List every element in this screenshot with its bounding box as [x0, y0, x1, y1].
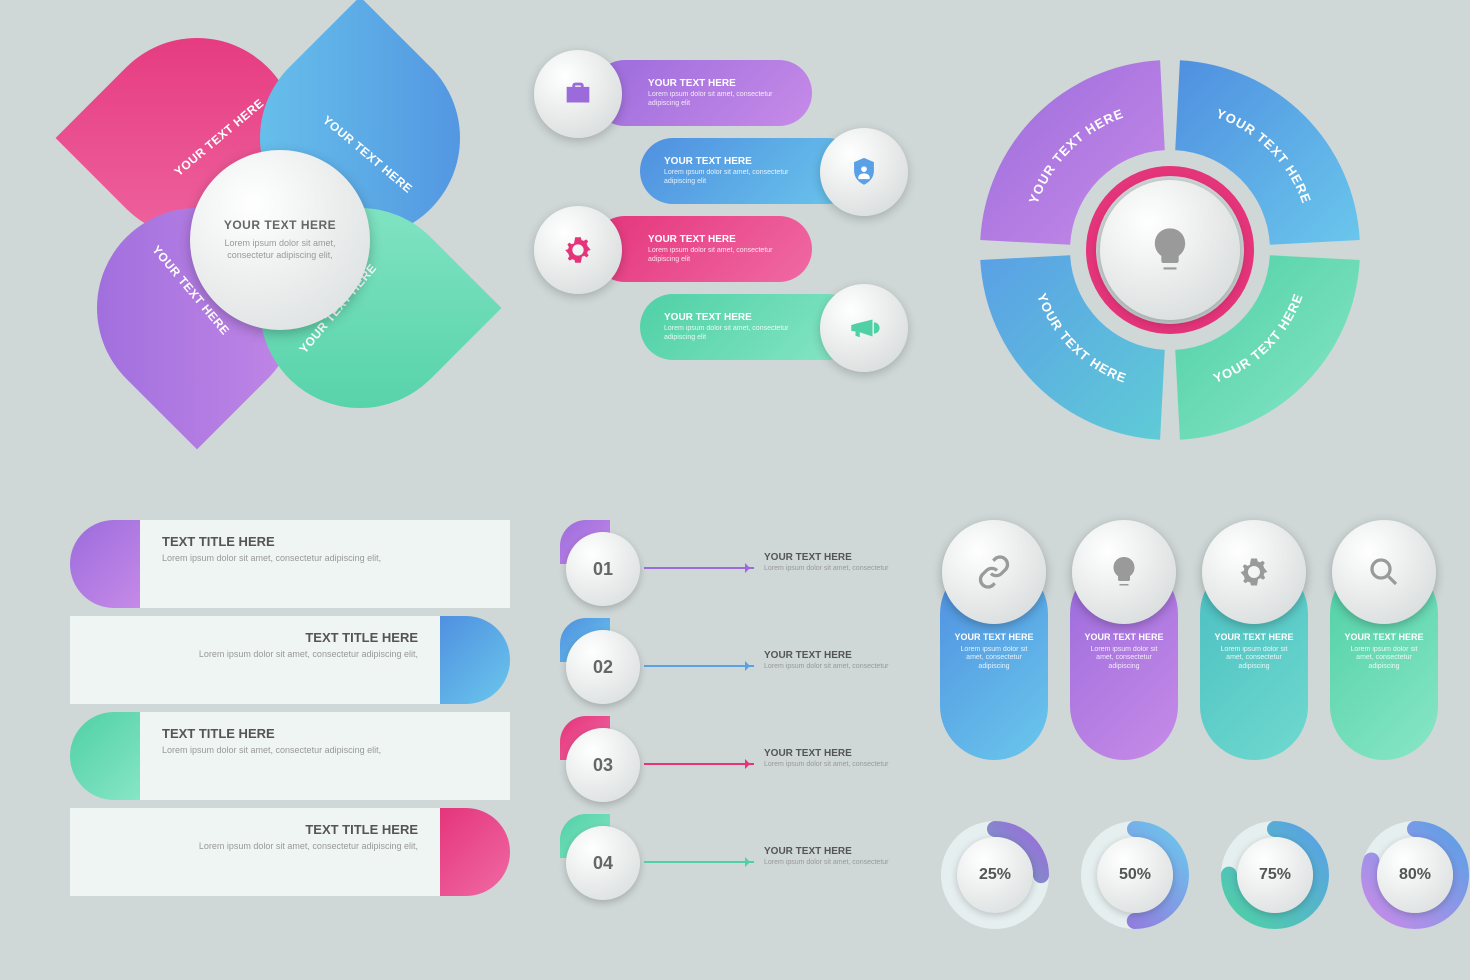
ribbon-tab	[70, 520, 144, 608]
step-arrow	[644, 861, 754, 863]
ribbon-tab	[436, 808, 510, 896]
pill-list: YOUR TEXT HERE Lorem ipsum dolor sit ame…	[540, 60, 920, 372]
tag-columns: YOUR TEXT HERE Lorem ipsum dolor sit ame…	[940, 520, 1438, 760]
pill-title: YOUR TEXT HERE	[648, 234, 788, 245]
pill-desc: Lorem ipsum dolor sit amet, consectetur …	[648, 91, 788, 108]
ribbon-desc: Lorem ipsum dolor sit amet, consectetur …	[162, 745, 488, 757]
step-row: 01 .step:nth-child(1) .step-arrow:after{…	[560, 520, 890, 618]
shield-icon	[820, 128, 908, 216]
step-row: 02 .step:nth-child(2) .step-arrow:after{…	[560, 618, 890, 716]
ribbon-body: TEXT TITLE HERE Lorem ipsum dolor sit am…	[140, 712, 510, 800]
bulb-icon	[1072, 520, 1176, 624]
ribbon-body: TEXT TITLE HERE Lorem ipsum dolor sit am…	[70, 808, 440, 896]
ribbon-body: TEXT TITLE HERE Lorem ipsum dolor sit am…	[70, 616, 440, 704]
ring-diagram: YOUR TEXT HERE YOUR TEXT HERE YOUR TEXT …	[960, 40, 1380, 460]
step-desc: Lorem ipsum dolor sit amet, consectetur	[764, 859, 889, 867]
ribbon-list: TEXT TITLE HERE Lorem ipsum dolor sit am…	[70, 520, 510, 904]
percent-label: 50%	[1097, 837, 1173, 913]
percent-donut: 25%	[940, 820, 1050, 930]
pill-title: YOUR TEXT HERE	[648, 78, 788, 89]
petal-center: YOUR TEXT HERE Lorem ipsum dolor sit ame…	[190, 150, 370, 330]
ribbon-tab	[436, 616, 510, 704]
step-desc: Lorem ipsum dolor sit amet, consectetur	[764, 761, 889, 769]
tag-column: YOUR TEXT HERE Lorem ipsum dolor sit ame…	[940, 520, 1048, 760]
ribbon-row: TEXT TITLE HERE Lorem ipsum dolor sit am…	[70, 712, 510, 804]
step-row: 04 .step:nth-child(4) .step-arrow:after{…	[560, 814, 890, 912]
step-title: YOUR TEXT HERE	[764, 650, 889, 661]
tag-column: YOUR TEXT HERE Lorem ipsum dolor sit ame…	[1330, 520, 1438, 760]
ribbon-title: TEXT TITLE HERE	[92, 822, 418, 837]
step-desc: Lorem ipsum dolor sit amet, consectetur	[764, 565, 889, 573]
step-title: YOUR TEXT HERE	[764, 552, 889, 563]
pill-row: YOUR TEXT HERE Lorem ipsum dolor sit ame…	[540, 216, 920, 288]
tag-column: YOUR TEXT HERE Lorem ipsum dolor sit ame…	[1070, 520, 1178, 760]
ribbon-row: TEXT TITLE HERE Lorem ipsum dolor sit am…	[70, 520, 510, 612]
search-icon	[1332, 520, 1436, 624]
tag-title: YOUR TEXT HERE	[1342, 632, 1426, 642]
tag-desc: Lorem ipsum dolor sit amet, consectetur …	[1212, 646, 1296, 671]
ribbon-desc: Lorem ipsum dolor sit amet, consectetur …	[92, 649, 418, 661]
step-title: YOUR TEXT HERE	[764, 846, 889, 857]
step-list: 01 .step:nth-child(1) .step-arrow:after{…	[560, 520, 890, 912]
tag-title: YOUR TEXT HERE	[952, 632, 1036, 642]
step-arrow	[644, 763, 754, 765]
step-arrow	[644, 567, 754, 569]
briefcase-icon	[534, 50, 622, 138]
gear-icon	[534, 206, 622, 294]
percent-donut: 80%	[1360, 820, 1470, 930]
pill-desc: Lorem ipsum dolor sit amet, consectetur …	[664, 325, 804, 342]
step-desc: Lorem ipsum dolor sit amet, consectetur	[764, 663, 889, 671]
step-arrow	[644, 665, 754, 667]
percent-label: 75%	[1237, 837, 1313, 913]
step-title: YOUR TEXT HERE	[764, 748, 889, 759]
step-row: 03 .step:nth-child(3) .step-arrow:after{…	[560, 716, 890, 814]
ring-center	[1100, 180, 1240, 320]
ribbon-body: TEXT TITLE HERE Lorem ipsum dolor sit am…	[140, 520, 510, 608]
ribbon-title: TEXT TITLE HERE	[92, 630, 418, 645]
ribbon-desc: Lorem ipsum dolor sit amet, consectetur …	[92, 841, 418, 853]
petal-center-desc: Lorem ipsum dolor sit amet, consectetur …	[208, 238, 352, 261]
percent-donut: 50%	[1080, 820, 1190, 930]
tag-column: YOUR TEXT HERE Lorem ipsum dolor sit ame…	[1200, 520, 1308, 760]
pill-desc: Lorem ipsum dolor sit amet, consectetur …	[664, 169, 804, 186]
petal-center-title: YOUR TEXT HERE	[224, 218, 336, 232]
bulb-icon	[1144, 224, 1196, 276]
step-number: 04	[566, 826, 640, 900]
pill-row: YOUR TEXT HERE Lorem ipsum dolor sit ame…	[540, 138, 920, 210]
ribbon-row: TEXT TITLE HERE Lorem ipsum dolor sit am…	[70, 616, 510, 708]
pill-title: YOUR TEXT HERE	[664, 312, 804, 323]
tag-desc: Lorem ipsum dolor sit amet, consectetur …	[952, 646, 1036, 671]
percent-label: 25%	[957, 837, 1033, 913]
megaphone-icon	[820, 284, 908, 372]
tag-title: YOUR TEXT HERE	[1082, 632, 1166, 642]
link-icon	[942, 520, 1046, 624]
step-text: YOUR TEXT HERE Lorem ipsum dolor sit ame…	[764, 748, 889, 769]
percent-donut: 75%	[1220, 820, 1330, 930]
step-number: 01	[566, 532, 640, 606]
percent-label: 80%	[1377, 837, 1453, 913]
ribbon-desc: Lorem ipsum dolor sit amet, consectetur …	[162, 553, 488, 565]
pill-title: YOUR TEXT HERE	[664, 156, 804, 167]
tag-title: YOUR TEXT HERE	[1212, 632, 1296, 642]
tag-desc: Lorem ipsum dolor sit amet, consectetur …	[1342, 646, 1426, 671]
step-text: YOUR TEXT HERE Lorem ipsum dolor sit ame…	[764, 552, 889, 573]
ribbon-title: TEXT TITLE HERE	[162, 726, 488, 741]
gear-icon	[1202, 520, 1306, 624]
petal-diagram: YOUR TEXT HERE YOUR TEXT HERE YOUR TEXT …	[70, 30, 490, 450]
step-number: 02	[566, 630, 640, 704]
ribbon-title: TEXT TITLE HERE	[162, 534, 488, 549]
step-text: YOUR TEXT HERE Lorem ipsum dolor sit ame…	[764, 846, 889, 867]
pill-row: YOUR TEXT HERE Lorem ipsum dolor sit ame…	[540, 60, 920, 132]
pill-body: YOUR TEXT HERE Lorem ipsum dolor sit ame…	[592, 60, 812, 126]
percent-donuts: 25% 50% 75% 80%	[940, 820, 1470, 930]
ribbon-tab	[70, 712, 144, 800]
pill-body: YOUR TEXT HERE Lorem ipsum dolor sit ame…	[592, 216, 812, 282]
tag-desc: Lorem ipsum dolor sit amet, consectetur …	[1082, 646, 1166, 671]
step-text: YOUR TEXT HERE Lorem ipsum dolor sit ame…	[764, 650, 889, 671]
pill-row: YOUR TEXT HERE Lorem ipsum dolor sit ame…	[540, 294, 920, 366]
ribbon-row: TEXT TITLE HERE Lorem ipsum dolor sit am…	[70, 808, 510, 900]
pill-desc: Lorem ipsum dolor sit amet, consectetur …	[648, 247, 788, 264]
step-number: 03	[566, 728, 640, 802]
